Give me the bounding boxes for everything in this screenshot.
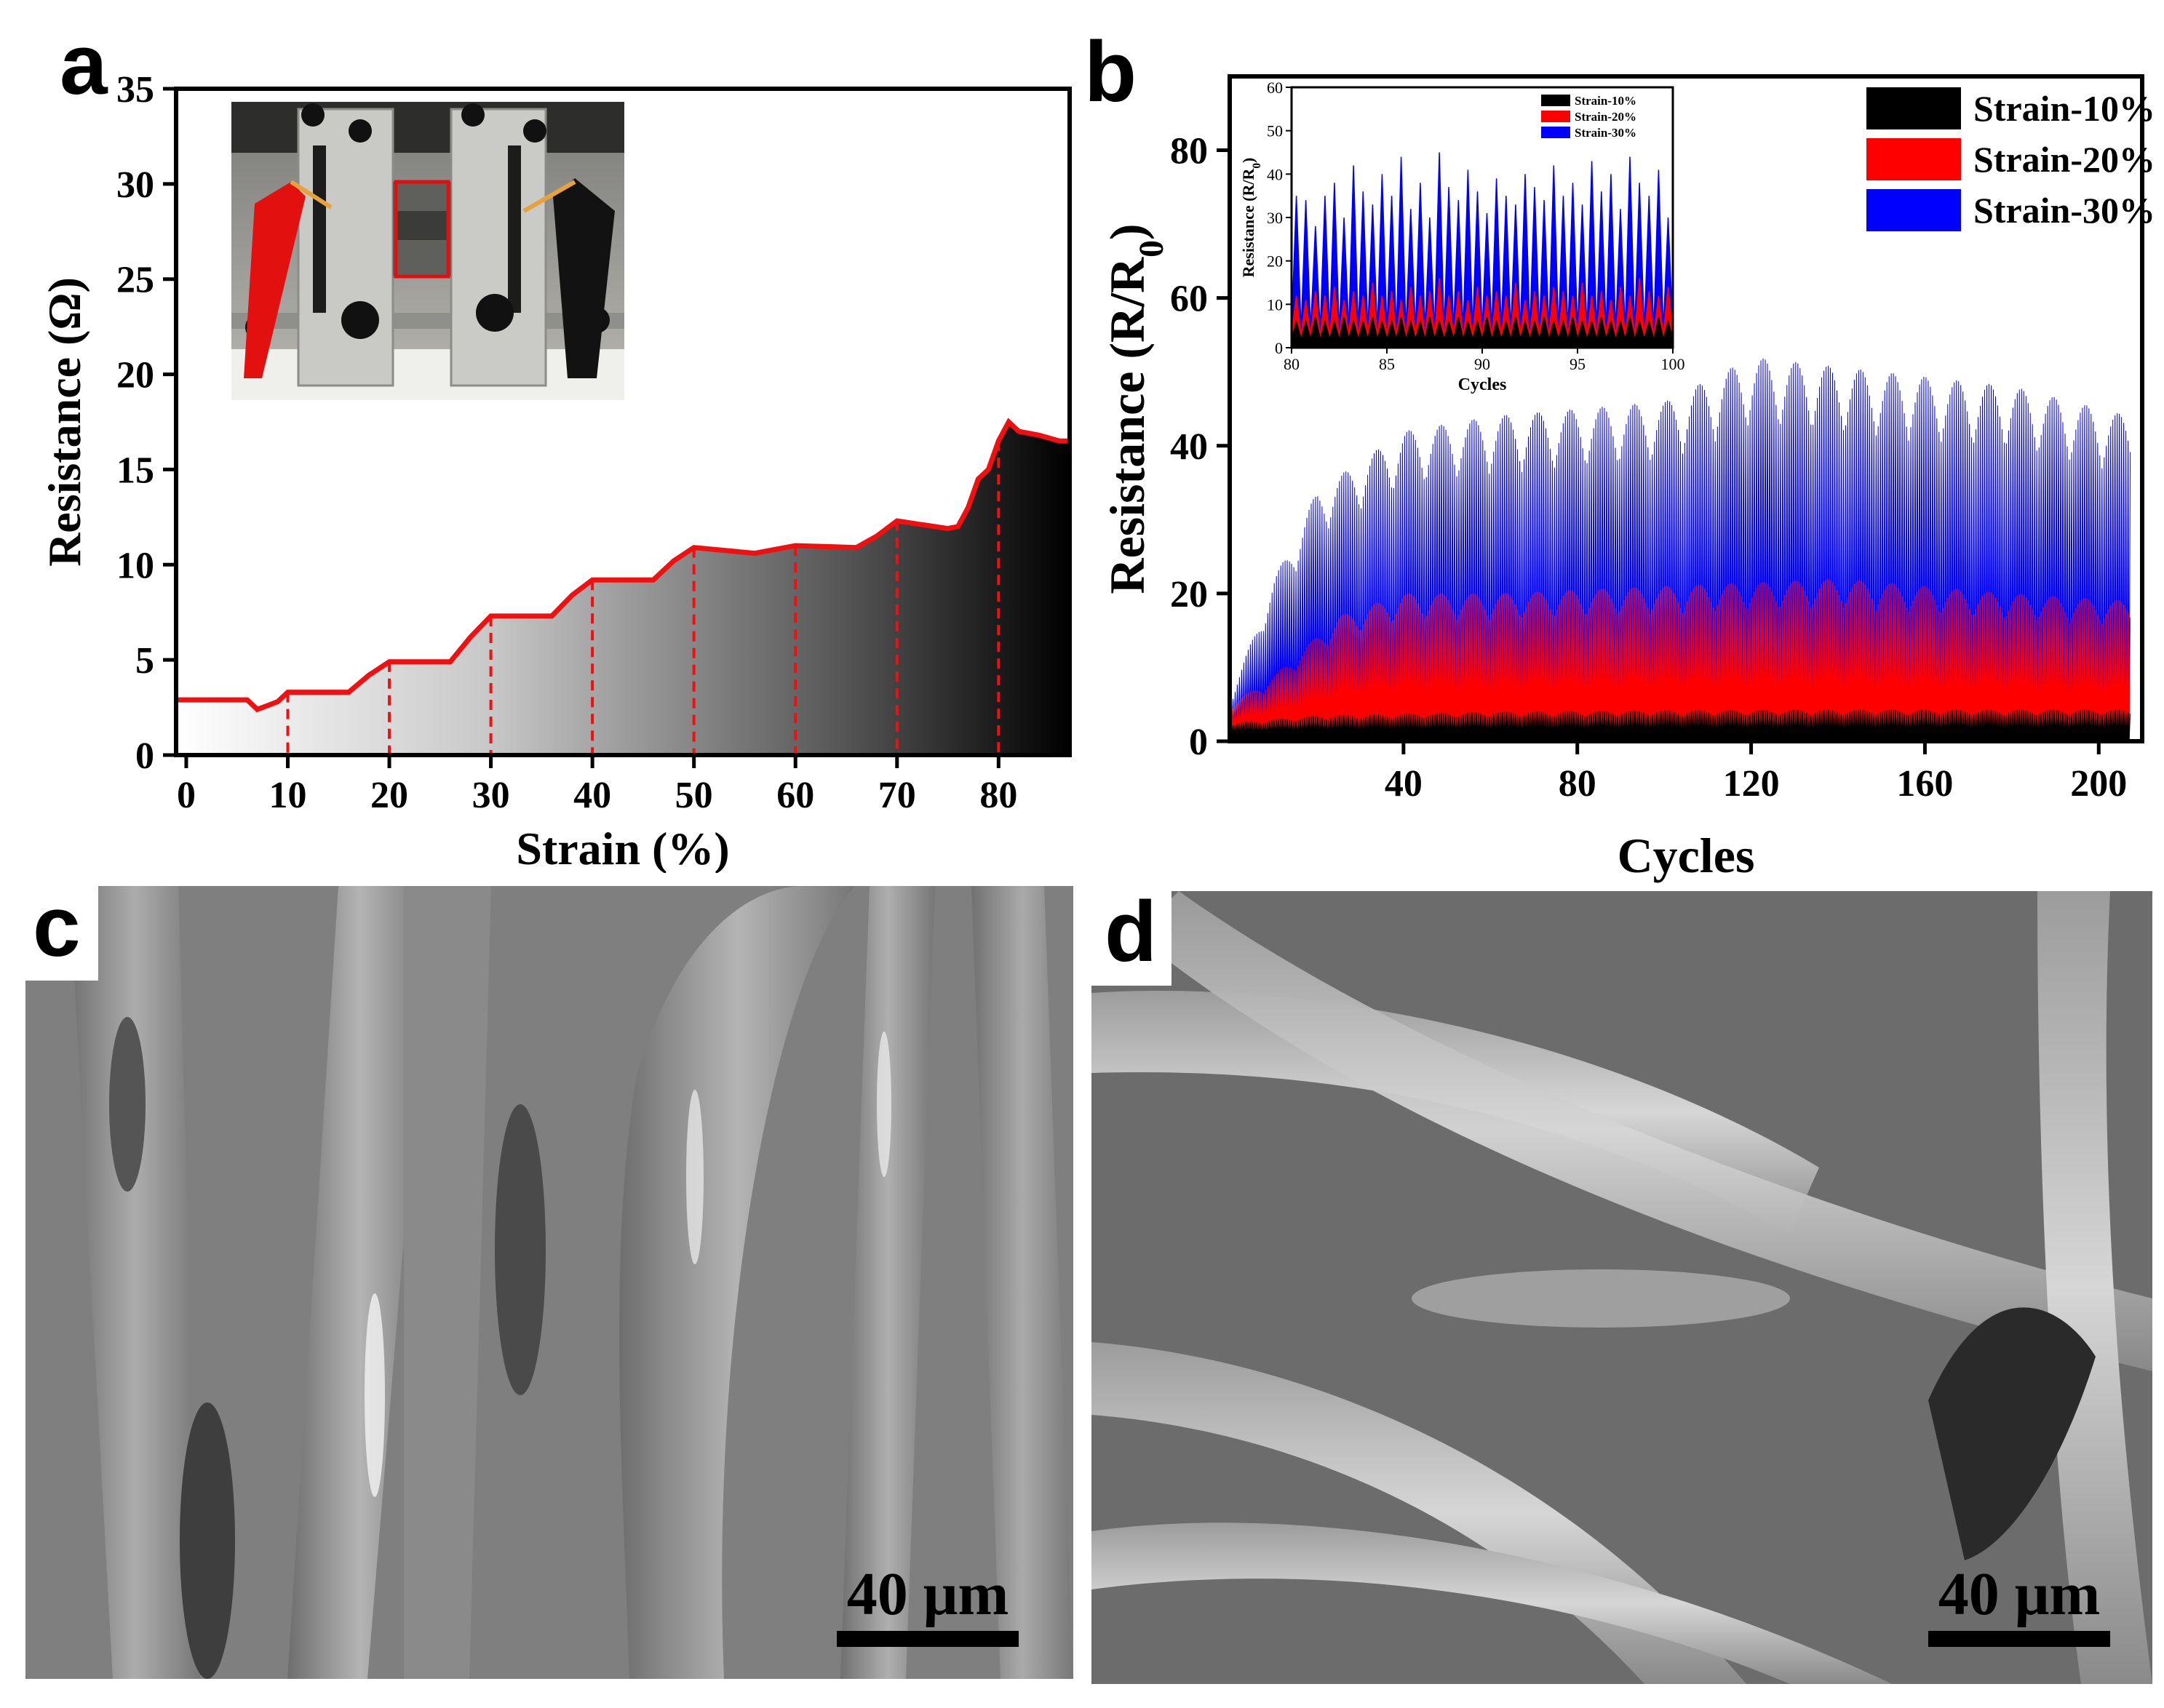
- x-tick-label-b: 200: [2070, 763, 2127, 805]
- series-strain-10-: [1230, 709, 2131, 741]
- inset-y-tick-label: 40: [1267, 165, 1283, 183]
- x-axis-label-a: Strain (%): [516, 823, 729, 873]
- sem-image-c: [25, 886, 1073, 1679]
- inset-series-b: [1292, 152, 1673, 348]
- scalebar-d: 40 μm: [1928, 1564, 2110, 1647]
- x-tick-label-b: 160: [1896, 763, 1953, 805]
- inset-y-tick-label: 20: [1267, 252, 1283, 271]
- plot-frame-b: [1228, 74, 2144, 743]
- sem-image-d: [1091, 891, 2152, 1684]
- legend-b: Strain-10% Strain-20% Strain-30%: [1866, 87, 2155, 231]
- sem-texture-d: [1091, 891, 2152, 1684]
- legend-swatch-b: [1866, 138, 1961, 180]
- panel-letter-a: a: [60, 17, 108, 113]
- curve-fill-a: [176, 422, 1070, 755]
- x-tick-label-a: 20: [370, 775, 408, 816]
- inset-y-tick-label: 10: [1267, 295, 1283, 314]
- panel-letter-bg-d: [1091, 891, 1171, 986]
- inset-legend-label: Strain-20%: [1575, 110, 1636, 124]
- resistance-curve-a: [176, 418, 1070, 713]
- legend-swatch-b: [1866, 189, 1961, 231]
- y-tick-label-b: 80: [1170, 131, 1208, 172]
- inset-photo-a: [231, 102, 624, 400]
- inset-x-tick-label: 80: [1284, 355, 1300, 373]
- inset-legend-label: Strain-30%: [1575, 126, 1636, 140]
- y-tick-label-a: 10: [116, 545, 154, 586]
- y-tick-label-b: 20: [1170, 574, 1208, 615]
- inset-legend-swatch: [1541, 95, 1570, 106]
- x-tick-label-b: 80: [1559, 763, 1596, 805]
- inset-legend-swatch: [1541, 111, 1570, 122]
- panel-letter-d: d: [1105, 884, 1158, 980]
- inset-y-tick-label: 50: [1267, 122, 1283, 140]
- legend-label-b: Strain-30%: [1973, 190, 2155, 231]
- legend-swatch-b: [1866, 87, 1961, 129]
- inset-ticks-b: 80 85 90 95 100 0 10 20 30 40 50 60 Cycles Resistance…: [1239, 79, 1685, 394]
- y-tick-label-a: 35: [116, 69, 154, 111]
- inset-x-tick-label: 85: [1379, 355, 1395, 373]
- guide-lines-a: [286, 441, 1001, 755]
- y-axis-label-b: Resistance (R/R0): [1099, 223, 1171, 594]
- inset-y-axis-label: Resistance (R/R0): [1239, 158, 1263, 278]
- panel-letter-b: b: [1084, 24, 1137, 120]
- x-tick-label-a: 40: [573, 775, 611, 816]
- y-tick-label-a: 20: [116, 355, 154, 396]
- x-tick-label-a: 10: [269, 775, 307, 816]
- y-axis-label-a: Resistance (Ω): [39, 277, 90, 567]
- panel-letter-c: c: [33, 879, 81, 975]
- inset-legend-b: Strain-10% Strain-20% Strain-30%: [1541, 94, 1636, 140]
- inset-peaks-10: [1292, 317, 1673, 348]
- inset-x-tick-label: 90: [1474, 355, 1490, 373]
- inset-y-tick-label: 0: [1275, 339, 1283, 357]
- x-tick-label-a: 0: [177, 775, 196, 816]
- x-axis-label-b: Cycles: [1618, 828, 1755, 883]
- scalebar-c: 40 μm: [837, 1564, 1019, 1647]
- scalebar-label-d: 40 μm: [1938, 1560, 2101, 1628]
- series-group-b: [1230, 358, 2131, 741]
- inset-y-tick-label: 60: [1267, 79, 1283, 97]
- y-tick-label-b: 60: [1170, 279, 1208, 320]
- scalebar-bar-c: [837, 1631, 1019, 1647]
- x-tick-label-b: 120: [1723, 763, 1780, 805]
- x-tick-label-a: 80: [979, 775, 1017, 816]
- x-tick-label-a: 60: [776, 775, 814, 816]
- y-tick-label-a: 5: [135, 640, 154, 682]
- series-strain-20-: [1230, 579, 2131, 741]
- x-tick-label-a: 70: [878, 775, 916, 816]
- y-tick-label-a: 25: [116, 260, 154, 301]
- legend-label-b: Strain-20%: [1973, 139, 2155, 180]
- plot-frame-a: [174, 87, 1072, 757]
- inset-peaks-30: [1292, 152, 1673, 348]
- inset-legend-swatch: [1541, 127, 1570, 138]
- sem-texture-c: [25, 886, 1073, 1679]
- y-tick-label-a: 0: [135, 735, 154, 777]
- chart-a: 0 10 20 30 40 50 60 70 80 0 5 10 15 20 25 30 35 Strain (%…: [39, 69, 1072, 873]
- y-tick-label-b: 0: [1189, 722, 1208, 763]
- y-tick-label-b: 40: [1170, 426, 1208, 468]
- inset-x-tick-label: 95: [1570, 355, 1586, 373]
- ticks-a: 0 10 20 30 40 50 60 70 80 0 5 10 15 20 25 30 35 Strain (%…: [39, 69, 1017, 873]
- x-tick-label-a: 30: [472, 775, 510, 816]
- x-tick-label-a: 50: [675, 775, 713, 816]
- scalebar-label-c: 40 μm: [846, 1560, 1009, 1628]
- scalebar-bar-d: [1928, 1631, 2110, 1647]
- panel-letter-bg-c: [25, 886, 98, 981]
- inset-x-tick-label: 100: [1661, 355, 1685, 373]
- inset-legend-label: Strain-10%: [1575, 94, 1636, 108]
- y-tick-label-a: 15: [116, 450, 154, 491]
- legend-label-b: Strain-10%: [1973, 88, 2155, 129]
- inset-y-tick-label: 30: [1267, 209, 1283, 227]
- x-tick-label-b: 40: [1385, 763, 1423, 805]
- y-tick-label-a: 30: [116, 164, 154, 206]
- inset-x-axis-label: Cycles: [1458, 375, 1507, 394]
